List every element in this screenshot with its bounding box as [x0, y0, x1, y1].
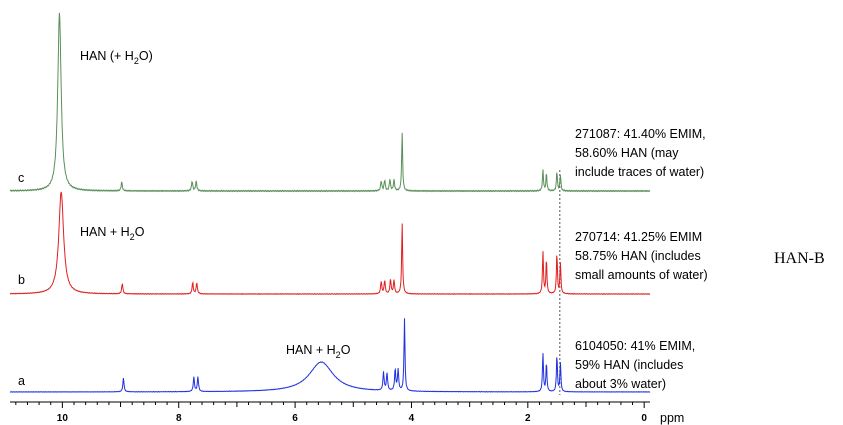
sample-description-c-line-1: 271087: 41.40% EMIM, — [575, 127, 706, 141]
sample-description-b-line-2: 58.75% HAN (includes — [575, 249, 701, 263]
sample-description-c-line-2: 58.60% HAN (may — [575, 146, 679, 160]
sample-description-a-line-3: about 3% water) — [575, 377, 666, 391]
x-tick-label-4: 4 — [409, 413, 415, 424]
sample-description-a-line-2: 59% HAN (includes — [575, 358, 683, 372]
series-label-a: a — [18, 374, 25, 388]
x-tick-label-2: 2 — [525, 413, 531, 424]
series-label-b: b — [18, 273, 25, 287]
series-label-c: c — [18, 171, 24, 185]
spectrum-line-c — [9, 12, 651, 193]
sample-description-c-line-3: include traces of water) — [575, 165, 704, 179]
sample-description-a-line-1: 6104050: 41% EMIM, — [575, 339, 695, 353]
sample-description-b-line-3: small amounts of water) — [575, 268, 708, 282]
x-tick-label-10: 10 — [57, 413, 69, 424]
x-axis-title: ppm — [660, 411, 684, 425]
spectrum-line-b — [9, 191, 651, 295]
spectrum-line-a — [9, 318, 651, 393]
side-label: HAN-B — [774, 250, 825, 267]
peak-annotation-c: HAN (+ H2O) — [80, 49, 153, 66]
peak-annotation-b: HAN + H2O — [80, 225, 145, 242]
x-tick-label-0: 0 — [641, 413, 647, 424]
x-tick-label-8: 8 — [176, 413, 182, 424]
sample-description-b-line-1: 270714: 41.25% EMIM — [575, 230, 702, 244]
x-tick-label-6: 6 — [292, 413, 298, 424]
peak-annotation-a: HAN + H2O — [286, 343, 351, 360]
